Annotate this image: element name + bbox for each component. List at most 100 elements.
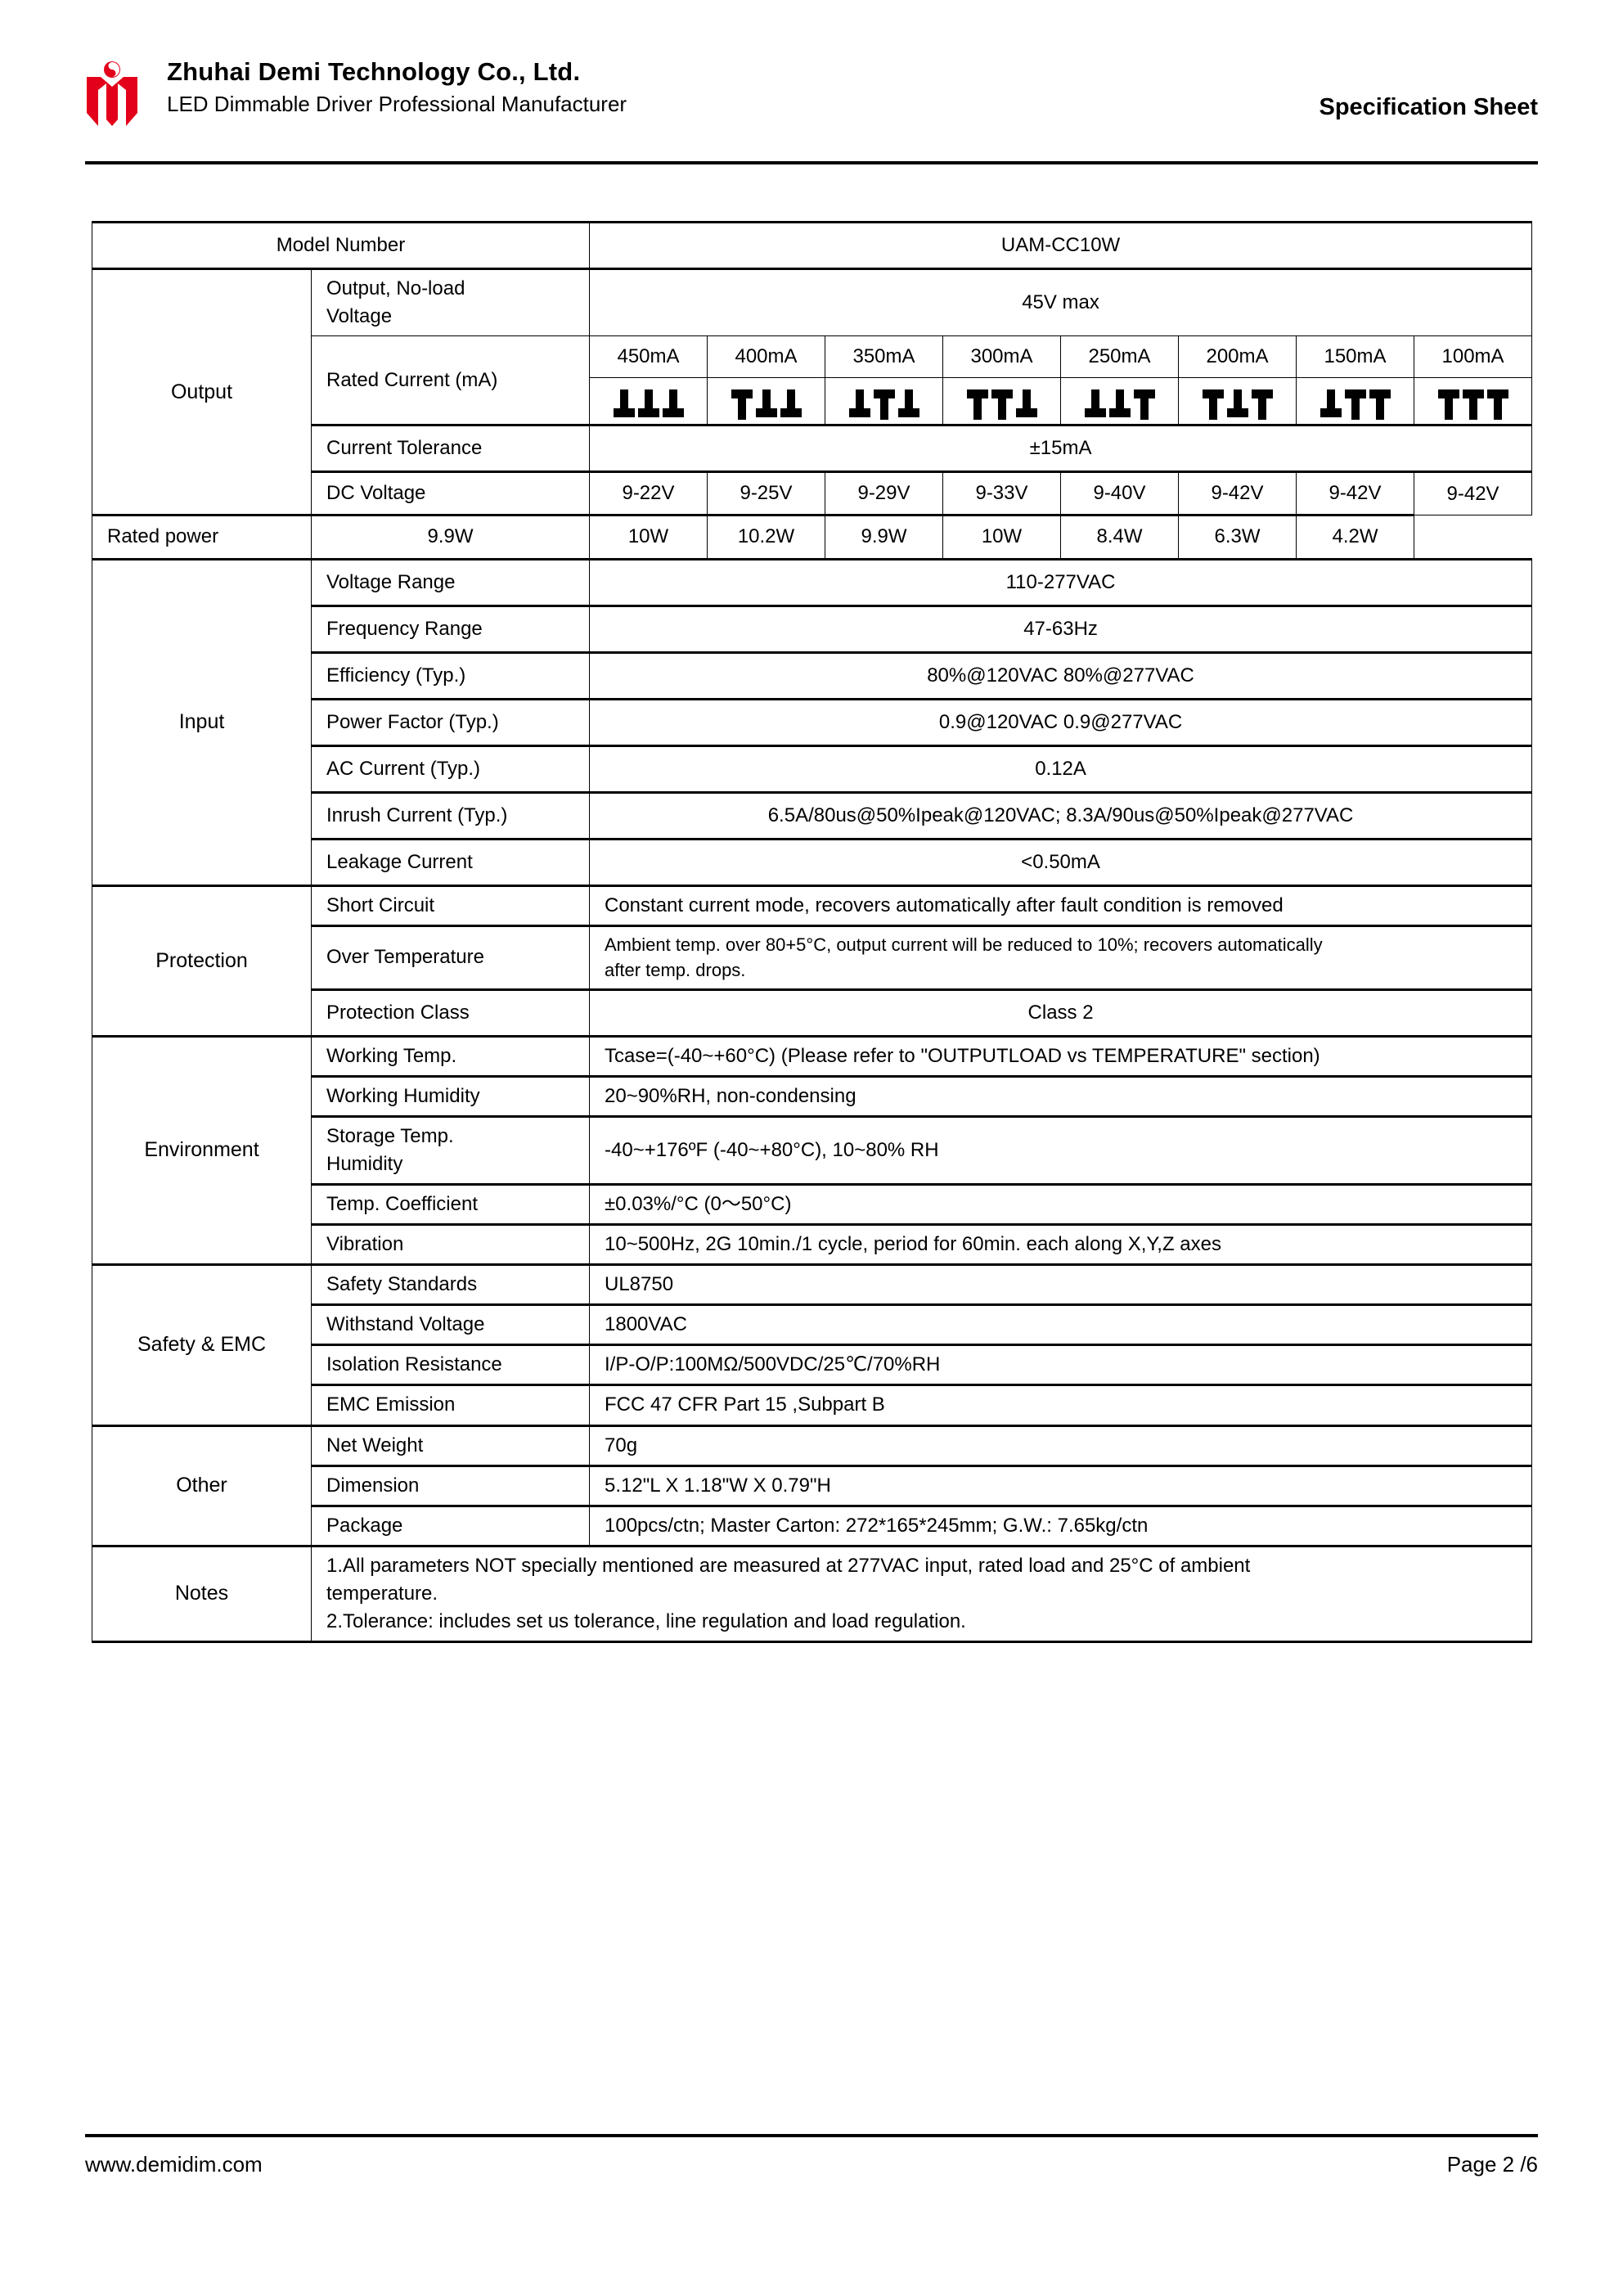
group-label-protection: Protection [92,885,312,1037]
other-label-1: Dimension [311,1464,590,1506]
other-value-1: 5.12"L X 1.18"W X 0.79"H [588,1464,1533,1506]
other-label-0: Net Weight [311,1424,590,1466]
dip-switch-pole-2-up [991,388,1013,421]
dip-switch-pole-1-dn [613,388,635,418]
company-logo-icon [85,61,139,128]
working-temp-value: Tcase=(-40~+60°C) (Please refer to "OUTP… [588,1034,1533,1077]
input-value-1: 47-63Hz [588,604,1533,653]
safety-label-3: EMC Emission [311,1384,590,1426]
dip-switch-pole-3-up [1251,388,1273,421]
brand-block: Zhuhai Demi Technology Co., Ltd. LED Dim… [167,56,627,119]
dc-voltage-value-2: 9-29V [825,470,943,516]
page-header: Zhuhai Demi Technology Co., Ltd. LED Dim… [85,56,1538,134]
safety-value-3: FCC 47 CFR Part 15 ,Subpart B [588,1384,1533,1426]
table-row-input-inrush-current: Inrush Current (Typ.) 6.5A/80us@50%Ipeak… [92,790,1533,840]
footer-website: www.demidim.com [85,2152,263,2177]
dip-switch-pole-1-up [1437,388,1459,421]
table-row-input-power-factor: Power Factor (Typ.) 0.9@120VAC 0.9@277VA… [92,697,1533,746]
rated-power-label: Rated power [92,514,312,560]
storage-temp-value: -40~+176ºF (-40~+80°C), 10~80% RH [588,1114,1533,1186]
dip-switch-icon-100ma [1416,385,1530,421]
dip-switch-icon-200ma [1180,385,1294,421]
table-row-emc-emission: EMC Emission FCC 47 CFR Part 15 ,Subpart… [92,1384,1533,1426]
table-row-protection-class: Protection Class Class 2 [92,988,1533,1037]
dip-switch-icon-250ma [1063,385,1176,421]
safety-label-0: Safety Standards [311,1263,590,1306]
vibration-label: Vibration [311,1223,590,1266]
rated-power-value-3: 9.9W [825,514,943,560]
dip-switch-pole-3-up [1486,388,1508,421]
dip-switch-cell-2 [825,377,943,426]
group-label-environment: Environment [92,1034,312,1266]
table-row-storage-temp: Storage Temp. Humidity -40~+176ºF (-40~+… [92,1114,1533,1186]
dc-voltage-value-1: 9-25V [707,470,825,516]
safety-label-2: Isolation Resistance [311,1344,590,1386]
table-row-net-weight: Other Net Weight 70g [92,1424,1533,1546]
protection-class-value: Class 2 [588,988,1533,1037]
notes-line-2: temperature. [326,1582,438,1605]
dip-switch-pole-2-dn [1226,388,1248,418]
input-value-2: 80%@120VAC 80%@277VAC [588,651,1533,700]
other-label-2: Package [311,1504,590,1546]
working-temp-label: Working Temp. [311,1034,590,1077]
dip-switch-pole-1-up [731,388,753,421]
over-temperature-value: Ambient temp. over 80+5°C, output curren… [588,925,1533,990]
dip-switch-cell-7 [1413,377,1533,426]
current-tolerance-label: Current Tolerance [311,424,590,473]
input-label-1: Frequency Range [311,604,590,653]
dip-switch-cell-3 [942,377,1061,426]
input-value-6: <0.50mA [588,838,1533,887]
notes-line-1: 1.All parameters NOT specially mentioned… [326,1554,1251,1577]
current-header-4: 250mA [1060,335,1179,379]
storage-temp-label-line2: Humidity [326,1152,403,1175]
working-humidity-value: 20~90%RH, non-condensing [588,1074,1533,1117]
company-name: Zhuhai Demi Technology Co., Ltd. [167,57,581,86]
rated-power-value-0: 9.9W [311,514,590,560]
over-temperature-label: Over Temperature [311,925,590,990]
current-header-0: 450mA [589,335,708,379]
dip-switch-pole-3-up [1133,388,1155,421]
dip-switch-pole-1-dn [848,388,870,418]
input-label-2: Efficiency (Typ.) [311,651,590,700]
table-row-rated-power: Rated power 9.9W 10W 10.2W 9.9W 10W 8.4W… [92,514,1532,560]
rated-power-value-7: 4.2W [1296,514,1414,560]
dip-switch-pole-3-dn [780,388,802,418]
dc-voltage-value-0: 9-22V [589,470,708,516]
notes-line-3: 2.Tolerance: includes set us tolerance, … [326,1609,966,1632]
group-label-input: Input [92,557,312,887]
dc-voltage-value-5: 9-42V [1178,470,1297,516]
footer-divider [85,2134,1538,2137]
table-row-notes: Notes 1.All parameters NOT specially men… [92,1544,1533,1643]
input-label-0: Voltage Range [311,557,590,606]
dip-switch-pole-1-up [1202,388,1224,421]
current-header-2: 350mA [825,335,943,379]
dip-switch-pole-2-up [873,388,895,421]
dip-switch-cell-1 [707,377,825,426]
current-tolerance-value: ±15mA [588,424,1533,473]
document-title: Specification Sheet [1319,94,1538,120]
dip-switch-pole-2-up [1462,388,1484,421]
input-value-3: 0.9@120VAC 0.9@277VAC [588,697,1533,746]
table-row-noload-voltage: Output Output, No-load Voltage 45V max [92,268,1533,516]
company-tagline: LED Dimmable Driver Professional Manufac… [167,92,627,116]
table-row-working-temp: Environment Working Temp. Tcase=(-40~+60… [92,1034,1533,1266]
storage-temp-label: Storage Temp. Humidity [311,1114,590,1186]
noload-voltage-value: 45V max [588,268,1533,337]
table-row-short-circuit: Protection Short Circuit Constant curren… [92,885,1533,1037]
input-value-5: 6.5A/80us@50%Ipeak@120VAC; 8.3A/90us@50%… [588,790,1533,840]
model-number-value: UAM-CC10W [588,220,1533,270]
input-label-6: Leakage Current [311,838,590,887]
dip-switch-pole-3-dn [1015,388,1037,418]
temp-coefficient-label: Temp. Coefficient [311,1183,590,1226]
dc-voltage-value-7: 9-42V [1413,470,1533,516]
noload-voltage-label-line1: Output, No-load [326,277,465,300]
specification-table: Model Number UAM-CC10W Output Output, No… [92,220,1533,1643]
table-row-rated-current-headers: Rated Current (mA) 450mA 400mA 350mA 300… [92,335,1533,426]
dip-switch-pole-1-dn [1084,388,1106,418]
dc-voltage-value-6: 9-42V [1296,470,1414,516]
notes-value: 1.All parameters NOT specially mentioned… [310,1544,1533,1643]
short-circuit-value: Constant current mode, recovers automati… [588,885,1533,927]
dip-switch-pole-2-up [1344,388,1366,421]
other-value-2: 100pcs/ctn; Master Carton: 272*165*245mm… [588,1504,1533,1546]
